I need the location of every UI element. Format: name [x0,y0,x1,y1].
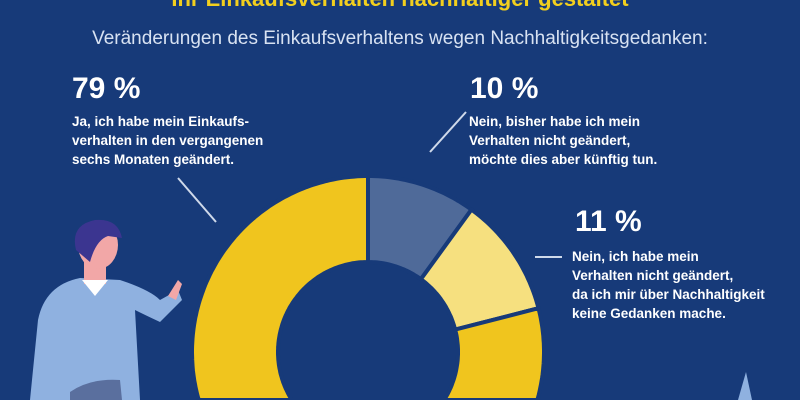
donut-slice-79 [190,174,546,400]
label-11: Nein, ich habe mein Verhalten nicht geän… [572,247,765,323]
label-79: Ja, ich habe mein Einkaufs- verhalten in… [72,112,263,169]
label-line: Verhalten nicht geändert, [469,133,631,148]
leader-line-79 [177,177,217,223]
pct-79: 79 % [72,72,141,105]
label-10: Nein, bisher habe ich mein Verhalten nic… [469,112,657,169]
label-line: sechs Monaten geändert. [72,152,235,167]
label-line: Nein, bisher habe ich mein [469,114,641,129]
pct-11: 11 % [575,205,642,238]
label-line: Verhalten nicht geändert, [572,268,734,283]
label-line: da ich mir über Nachhaltigkeit [572,287,765,302]
label-line: möchte dies aber künftig tun. [469,152,658,167]
label-line: Ja, ich habe mein Einkaufs- [72,114,250,129]
label-line: Nein, ich habe mein [572,249,699,264]
page-title: Ihr Einkaufsverhalten nachhaltiger gesta… [0,0,800,12]
decorative-shape [738,372,752,400]
label-line: verhalten in den vergangenen [72,133,264,148]
pct-10: 10 % [470,72,539,105]
label-line: keine Gedanken mache. [572,306,726,321]
page-subtitle: Veränderungen des Einkaufsverhaltens weg… [92,28,708,49]
person-illustration [30,219,182,400]
leader-line-10 [429,111,467,153]
